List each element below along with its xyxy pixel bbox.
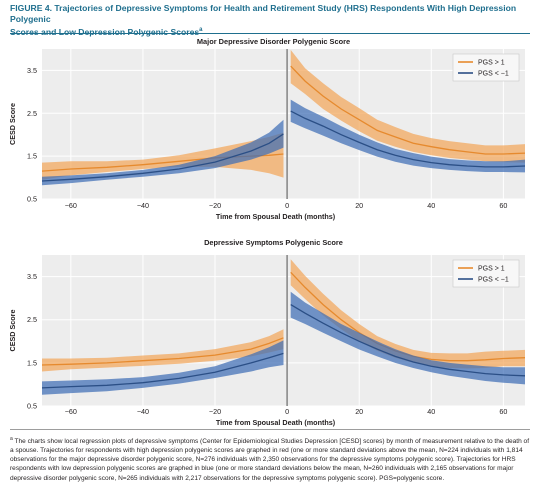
trend-line-high-before bbox=[41, 337, 284, 366]
x-tick-label: 20 bbox=[355, 201, 363, 210]
y-tick-label: 3.5 bbox=[27, 66, 37, 75]
y-tick-label: 1.5 bbox=[27, 152, 37, 161]
footnote-text: The charts show local regression plots o… bbox=[10, 438, 530, 482]
trend-line-low-after bbox=[290, 110, 526, 168]
x-tick-label: −20 bbox=[209, 407, 221, 416]
y-axis-title: CESD Score bbox=[8, 103, 17, 145]
trend-line-high-after bbox=[290, 65, 526, 155]
legend-box bbox=[452, 259, 520, 288]
figure-title-line1: FIGURE 4. Trajectories of Depressive Sym… bbox=[10, 3, 517, 24]
chart-panel-1: Major Depressive Disorder Polygenic Scor… bbox=[8, 37, 526, 221]
x-tick-label: −40 bbox=[137, 201, 149, 210]
legend-label-high: PGS > 1 bbox=[478, 266, 505, 273]
x-tick-label: 60 bbox=[499, 407, 507, 416]
footnote: a The charts show local regression plots… bbox=[10, 435, 532, 483]
x-tick-label: 40 bbox=[427, 201, 435, 210]
y-tick-label: 0.5 bbox=[27, 195, 37, 204]
x-tick-label: −60 bbox=[65, 201, 77, 210]
footnote-rule bbox=[10, 429, 530, 430]
charts-canvas: Major Depressive Disorder Polygenic Scor… bbox=[8, 37, 526, 427]
legend: PGS > 1 PGS < −1 bbox=[452, 53, 520, 82]
x-tick-label: 0 bbox=[285, 201, 289, 210]
x-tick-label: −60 bbox=[65, 407, 77, 416]
chart-panel-2: Depressive Symptoms Polygenic Score 0.5 1.… bbox=[8, 238, 526, 427]
figure-title-marker: a bbox=[199, 27, 203, 33]
y-tick-label: 0.5 bbox=[27, 402, 37, 411]
y-tick-label: 2.5 bbox=[27, 109, 37, 118]
confidence-band-low-before bbox=[42, 119, 284, 186]
figure-title: FIGURE 4. Trajectories of Depressive Sym… bbox=[10, 3, 530, 38]
y-tick-label: 1.5 bbox=[27, 358, 37, 367]
x-tick-label: 0 bbox=[285, 407, 289, 416]
legend-label-high: PGS > 1 bbox=[478, 60, 505, 67]
x-tick-label: −20 bbox=[209, 201, 221, 210]
y-axis-title: CESD Score bbox=[8, 310, 17, 352]
trend-line-low-before bbox=[41, 133, 284, 182]
y-tick-label: 2.5 bbox=[27, 315, 37, 324]
confidence-band-high-before bbox=[42, 329, 284, 372]
x-tick-label: 60 bbox=[499, 201, 507, 210]
footnote-marker: a bbox=[10, 436, 13, 442]
panel-title: Depressive Symptoms Polygenic Score bbox=[204, 238, 343, 247]
figure-title-line2: Scores and Low Depression Polygenic Scor… bbox=[10, 26, 200, 37]
x-tick-label: 20 bbox=[355, 407, 363, 416]
trend-line-low-before bbox=[41, 352, 284, 389]
confidence-band-low-before bbox=[42, 340, 284, 395]
confidence-band-high-after bbox=[290, 259, 525, 369]
x-axis-title: Time from Spousal Death (months) bbox=[216, 418, 336, 427]
x-tick-label: −40 bbox=[137, 407, 149, 416]
x-tick-label: 40 bbox=[427, 407, 435, 416]
trend-line-low-after bbox=[290, 304, 526, 377]
panel-title: Major Depressive Disorder Polygenic Scor… bbox=[197, 37, 350, 46]
legend-label-low: PGS < −1 bbox=[478, 71, 509, 78]
y-tick-label: 3.5 bbox=[27, 272, 37, 281]
legend: PGS > 1 PGS < −1 bbox=[452, 259, 520, 288]
title-rule bbox=[10, 33, 530, 34]
legend-label-low: PGS < −1 bbox=[478, 277, 509, 284]
legend-box bbox=[452, 53, 520, 82]
x-axis-title: Time from Spousal Death (months) bbox=[216, 212, 336, 221]
